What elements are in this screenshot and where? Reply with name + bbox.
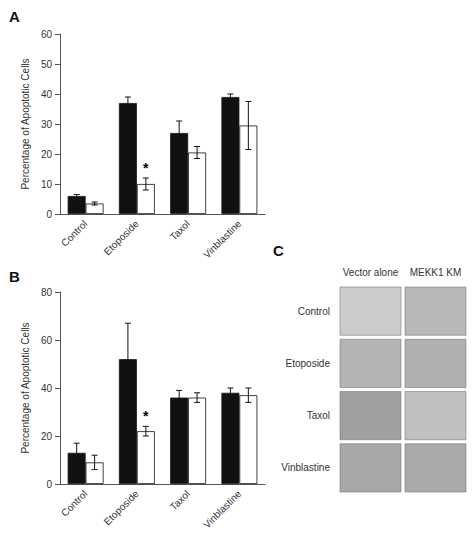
svg-text:Etoposide: Etoposide <box>102 218 141 257</box>
svg-text:C: C <box>273 242 284 259</box>
svg-text:30: 30 <box>41 119 53 130</box>
svg-text:50: 50 <box>41 59 53 70</box>
svg-text:MEKK1 KM: MEKK1 KM <box>410 267 462 278</box>
svg-text:Percentage of Apoptotic Cells: Percentage of Apoptotic Cells <box>20 58 31 189</box>
svg-text:B: B <box>9 268 20 285</box>
svg-text:A: A <box>9 8 20 25</box>
svg-text:Percentage of Apoptotic Cells: Percentage of Apoptotic Cells <box>20 322 31 453</box>
svg-text:0: 0 <box>46 479 52 490</box>
svg-text:40: 40 <box>41 383 53 394</box>
svg-text:Control: Control <box>59 488 90 519</box>
svg-text:Vinblastine: Vinblastine <box>281 462 330 473</box>
svg-text:80: 80 <box>41 287 53 298</box>
svg-text:10: 10 <box>41 179 53 190</box>
svg-text:Taxol: Taxol <box>168 218 192 242</box>
svg-text:60: 60 <box>41 29 53 40</box>
svg-text:Etoposide: Etoposide <box>286 358 331 369</box>
svg-text:Taxol: Taxol <box>168 488 192 512</box>
svg-text:Control: Control <box>298 306 330 317</box>
svg-text:*: * <box>143 160 149 176</box>
svg-text:60: 60 <box>41 335 53 346</box>
svg-text:Etoposide: Etoposide <box>102 488 141 527</box>
svg-text:Vinblastine: Vinblastine <box>201 488 244 531</box>
svg-text:Vector alone: Vector alone <box>343 267 399 278</box>
svg-text:40: 40 <box>41 89 53 100</box>
svg-text:20: 20 <box>41 149 53 160</box>
svg-text:*: * <box>143 408 149 424</box>
svg-text:Taxol: Taxol <box>307 410 330 421</box>
svg-text:Control: Control <box>59 218 90 249</box>
svg-text:0: 0 <box>46 209 52 220</box>
svg-text:Vinblastine: Vinblastine <box>201 218 244 261</box>
svg-text:20: 20 <box>41 431 53 442</box>
